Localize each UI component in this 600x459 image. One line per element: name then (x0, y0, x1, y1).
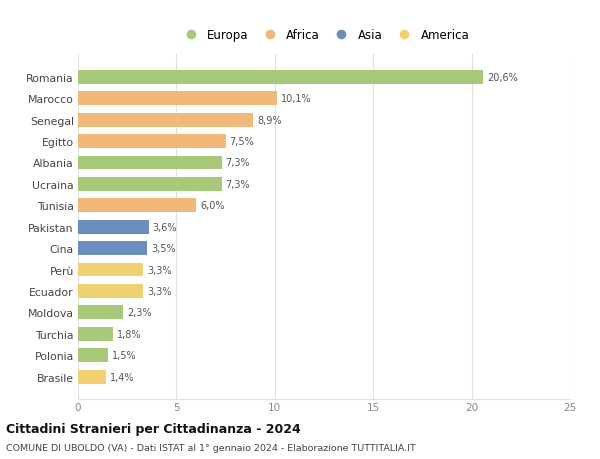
Legend: Europa, Africa, Asia, America: Europa, Africa, Asia, America (176, 27, 472, 44)
Bar (78, 327, 113, 341)
Text: 7,5%: 7,5% (230, 137, 254, 147)
Bar (78, 306, 123, 319)
Bar (78, 284, 143, 298)
Text: 1,4%: 1,4% (109, 372, 134, 382)
Text: 20,6%: 20,6% (487, 73, 518, 83)
Text: 7,3%: 7,3% (226, 158, 250, 168)
Bar (78, 178, 221, 191)
Text: COMUNE DI UBOLDO (VA) - Dati ISTAT al 1° gennaio 2024 - Elaborazione TUTTITALIA.: COMUNE DI UBOLDO (VA) - Dati ISTAT al 1°… (6, 443, 416, 452)
Text: Cittadini Stranieri per Cittadinanza - 2024: Cittadini Stranieri per Cittadinanza - 2… (6, 422, 301, 436)
Bar (78, 263, 143, 277)
Bar (78, 199, 196, 213)
Bar (78, 241, 147, 256)
Text: 7,3%: 7,3% (226, 179, 250, 190)
Bar (78, 92, 277, 106)
Text: 6,0%: 6,0% (200, 201, 224, 211)
Bar (78, 348, 107, 362)
Text: 1,8%: 1,8% (118, 329, 142, 339)
Text: 2,3%: 2,3% (127, 308, 152, 318)
Text: 10,1%: 10,1% (281, 94, 311, 104)
Text: 3,6%: 3,6% (153, 222, 177, 232)
Text: 8,9%: 8,9% (257, 115, 281, 125)
Bar (78, 135, 226, 149)
Text: 3,5%: 3,5% (151, 244, 175, 253)
Bar (78, 156, 221, 170)
Bar (78, 71, 484, 84)
Bar (78, 370, 106, 384)
Bar (78, 113, 253, 127)
Text: 3,3%: 3,3% (147, 286, 172, 296)
Text: 3,3%: 3,3% (147, 265, 172, 275)
Bar (78, 220, 149, 234)
Text: 1,5%: 1,5% (112, 350, 136, 360)
